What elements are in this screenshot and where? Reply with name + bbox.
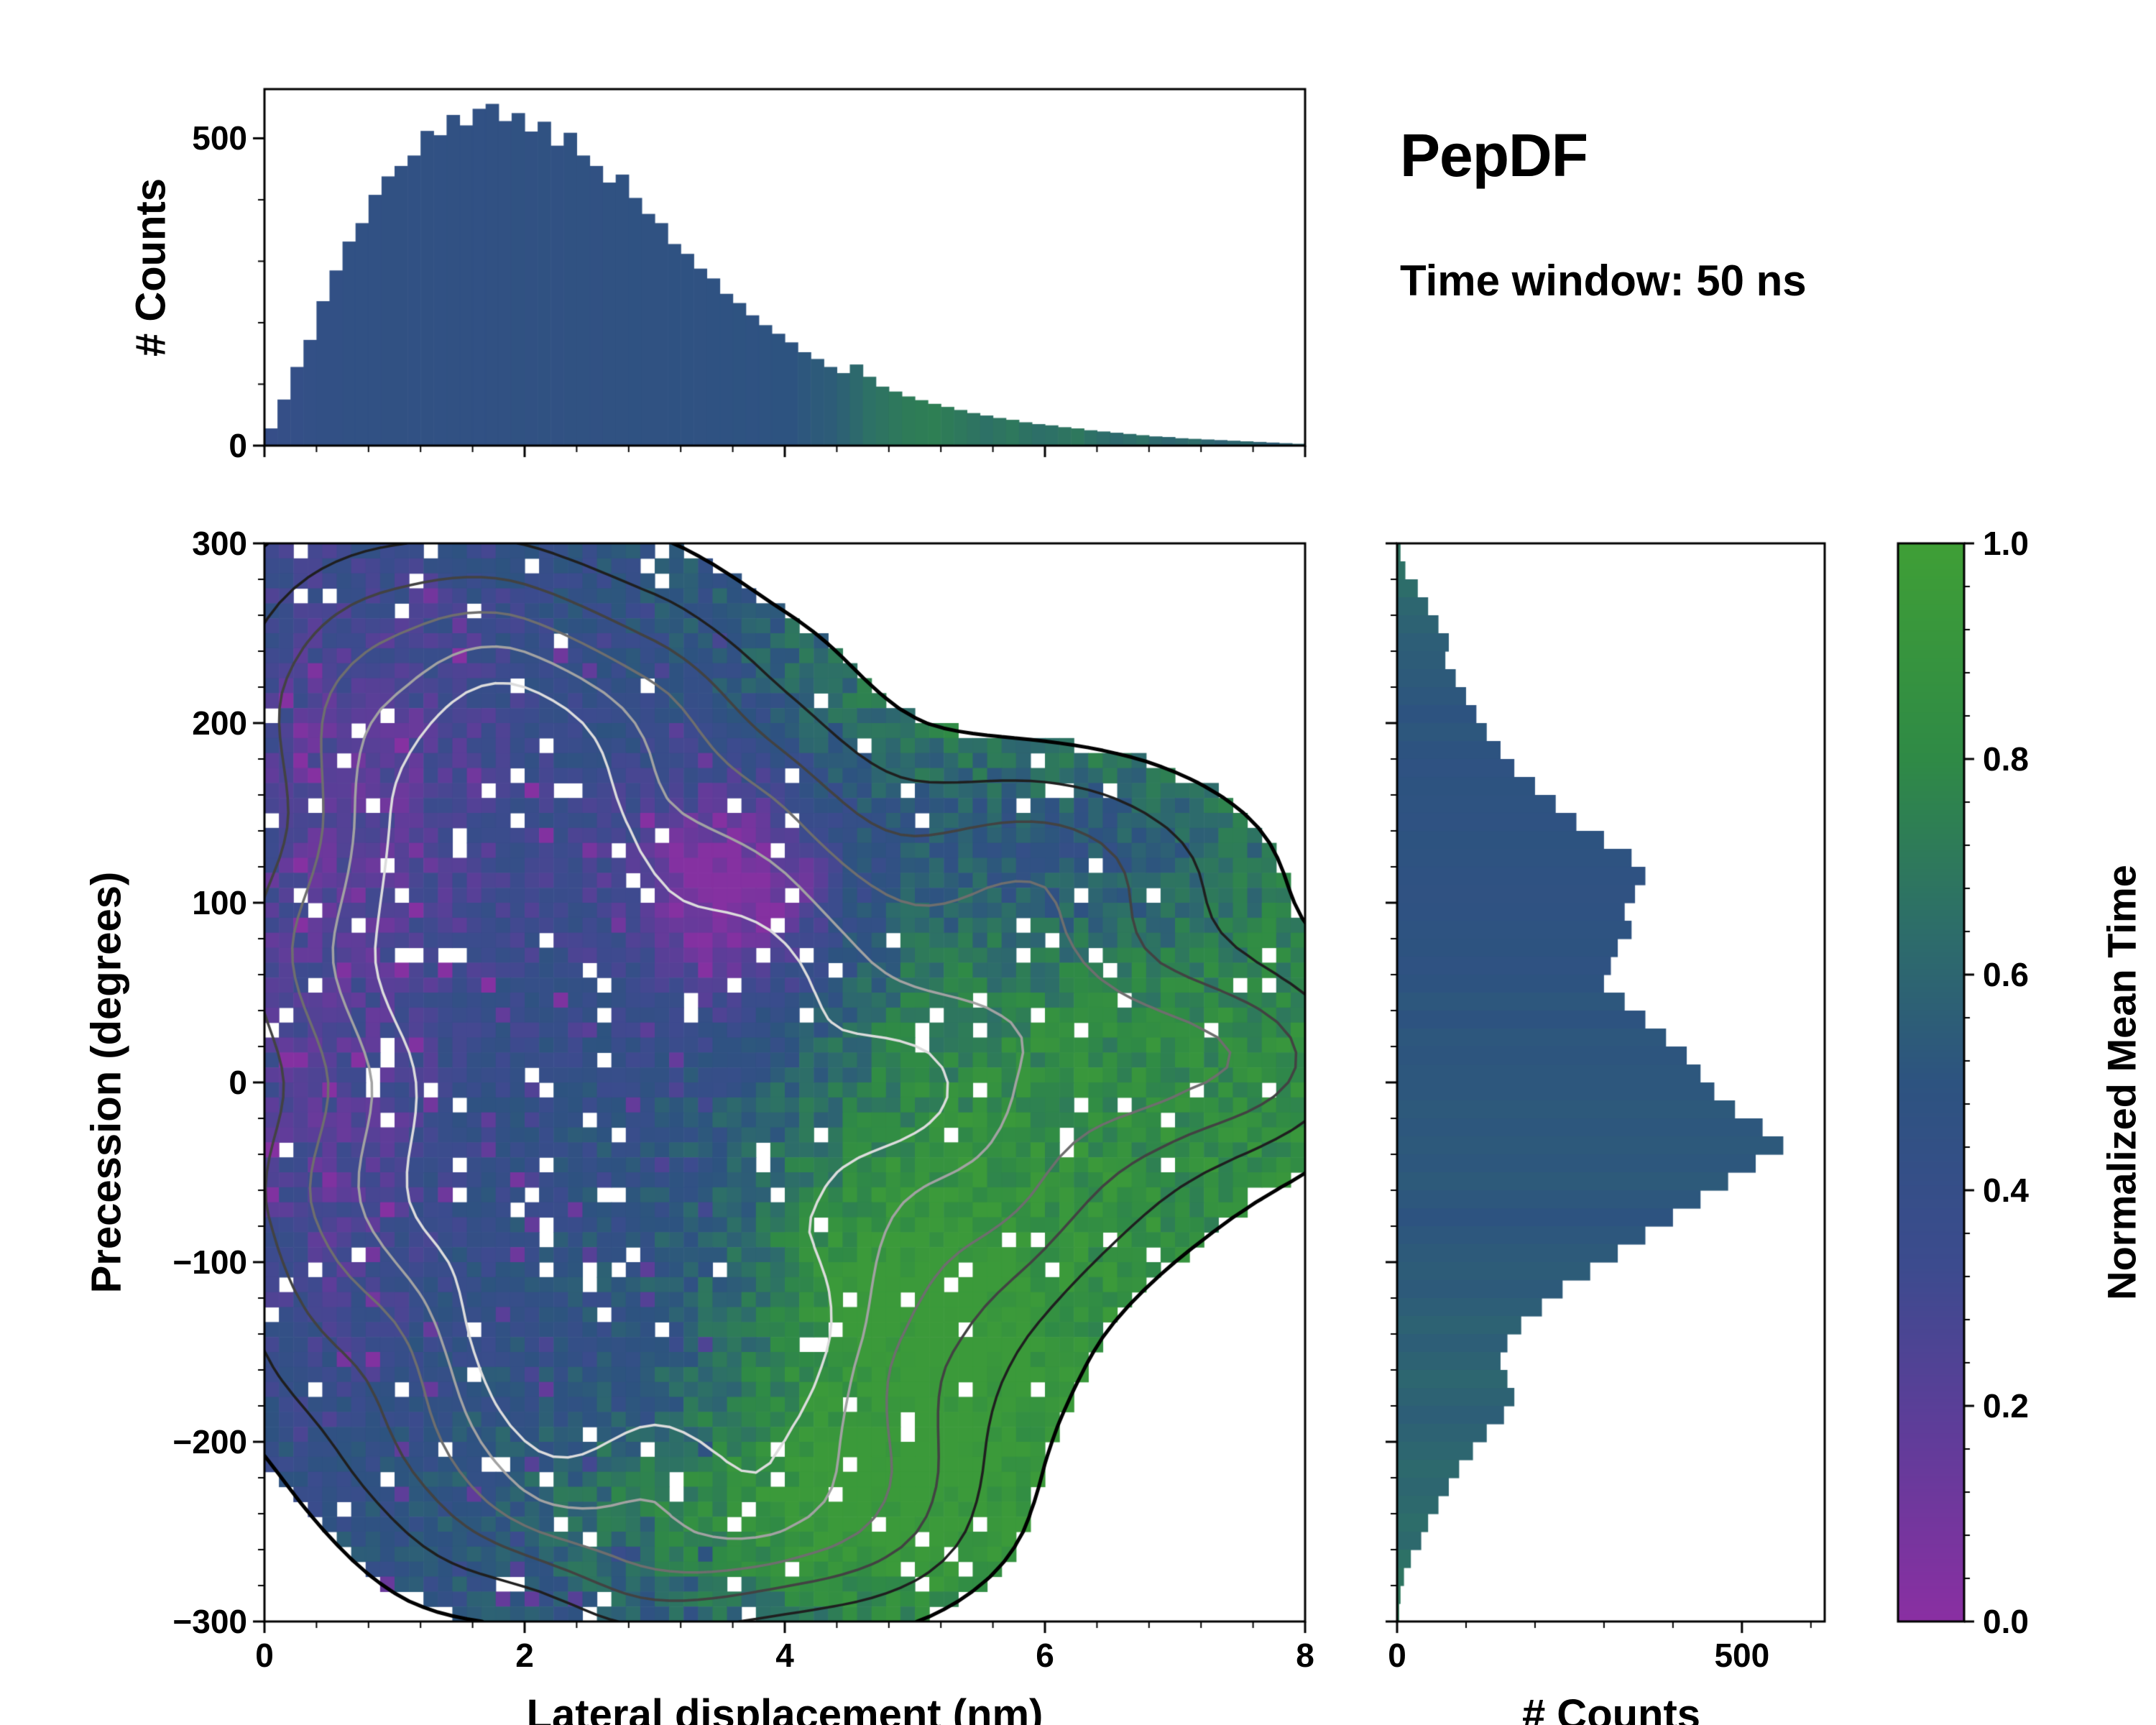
- x-axis-label-right-histogram: # Counts: [1521, 1691, 1701, 1725]
- tick-label: 0: [1388, 1637, 1406, 1674]
- tick-label: −200: [172, 1423, 247, 1460]
- tick-label: 0: [229, 427, 247, 464]
- y-axis-label-main: Precession (degrees): [83, 871, 130, 1294]
- tick-label: −100: [172, 1243, 247, 1281]
- tick-label: 6: [1036, 1637, 1054, 1674]
- tick-label: 2: [515, 1637, 534, 1674]
- tick-label: 0.0: [1983, 1603, 2029, 1640]
- figure-subtitle: Time window: 50 ns: [1400, 257, 1807, 305]
- tick-label: 0.6: [1983, 956, 2029, 993]
- tick-label: 0: [229, 1064, 247, 1101]
- tick-label: 200: [192, 704, 247, 742]
- tick-label: 500: [192, 119, 247, 157]
- tick-label: 1.0: [1983, 525, 2029, 562]
- x-axis-label-main: Lateral displacement (nm): [526, 1691, 1044, 1725]
- tick-label: 8: [1296, 1637, 1314, 1674]
- tick-label: 500: [1714, 1637, 1770, 1674]
- colorbar-label: Normalized Mean Time: [2099, 865, 2145, 1300]
- tick-label: −300: [172, 1603, 247, 1640]
- figure-title: PepDF: [1400, 121, 1588, 189]
- tick-label: 0.8: [1983, 740, 2029, 778]
- y-axis-label-top-histogram: # Counts: [127, 178, 175, 357]
- tick-label: 0.2: [1983, 1387, 2029, 1425]
- tick-label: 300: [192, 525, 247, 562]
- tick-label: 0.4: [1983, 1172, 2029, 1209]
- tick-label: 4: [775, 1637, 794, 1674]
- tick-label: 100: [192, 884, 247, 921]
- tick-label: 0: [255, 1637, 274, 1674]
